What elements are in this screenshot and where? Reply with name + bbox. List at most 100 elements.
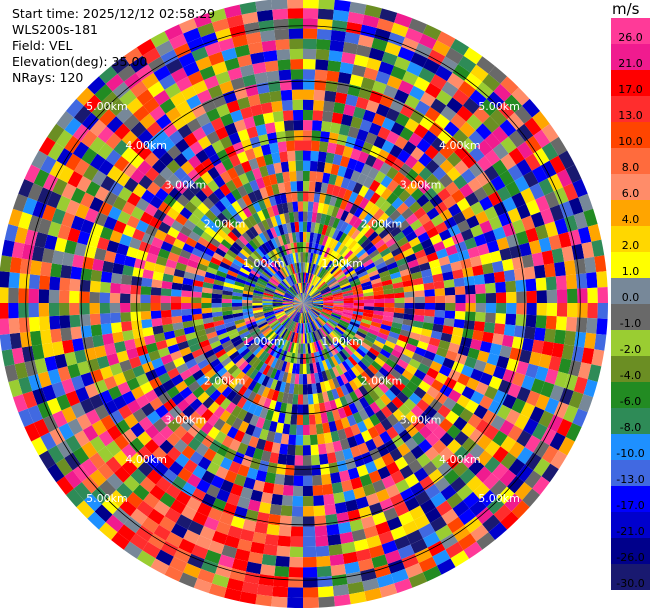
velocity-gate	[357, 34, 375, 48]
velocity-gate	[81, 441, 98, 459]
velocity-gate	[206, 484, 221, 499]
velocity-gate	[231, 367, 242, 379]
velocity-gate	[362, 577, 380, 592]
velocity-gate	[226, 577, 244, 592]
velocity-gate	[81, 147, 98, 165]
velocity-gate	[18, 317, 30, 333]
velocity-gate	[401, 369, 414, 381]
velocity-gate	[423, 245, 436, 256]
velocity-gate	[438, 255, 451, 267]
velocity-gate	[298, 211, 303, 222]
velocity-gate	[4, 224, 19, 242]
velocity-gate	[377, 126, 391, 140]
velocity-gate	[482, 181, 497, 197]
velocity-gate	[241, 303, 253, 307]
colorbar-tick-label: -2.0	[620, 343, 641, 356]
range-ring-label: 1.00km	[321, 335, 363, 348]
velocity-gate	[99, 313, 111, 325]
velocity-gate	[376, 18, 395, 33]
velocity-gate	[155, 40, 174, 57]
velocity-gate	[493, 389, 508, 405]
velocity-gate	[331, 112, 344, 124]
velocity-gate	[498, 379, 512, 394]
velocity-gate	[256, 9, 274, 22]
velocity-gate	[335, 325, 346, 333]
velocity-gate	[321, 224, 329, 236]
velocity-gate	[225, 273, 237, 282]
velocity-gate	[299, 303, 303, 313]
velocity-gate	[292, 311, 299, 322]
velocity-gate	[406, 529, 423, 545]
velocity-gate	[44, 234, 58, 251]
velocity-gate	[281, 371, 289, 383]
velocity-gate	[49, 160, 66, 179]
velocity-gate	[425, 418, 439, 433]
velocity-gate	[211, 61, 228, 76]
velocity-gate	[267, 280, 278, 288]
velocity-gate	[273, 308, 284, 313]
velocity-gate	[499, 419, 515, 436]
velocity-gate	[561, 344, 575, 361]
velocity-gate	[380, 324, 392, 332]
velocity-gate	[522, 98, 541, 118]
velocity-gate	[253, 289, 264, 295]
velocity-gate	[475, 419, 491, 435]
velocity-gate	[152, 173, 167, 188]
velocity-gate	[191, 348, 204, 359]
velocity-gate	[451, 402, 465, 417]
velocity-gate	[289, 424, 297, 435]
velocity-gate	[292, 301, 303, 303]
velocity-gate	[439, 418, 454, 433]
velocity-gate	[318, 315, 327, 324]
velocity-gate	[191, 291, 202, 298]
velocity-gate	[242, 74, 257, 87]
velocity-gate	[79, 303, 90, 315]
velocity-gate	[489, 343, 502, 356]
velocity-gate	[252, 393, 262, 406]
velocity-gate	[452, 89, 470, 106]
velocity-gate	[328, 544, 343, 556]
velocity-gate	[327, 237, 336, 249]
velocity-gate	[281, 223, 289, 235]
velocity-gate	[434, 295, 446, 303]
velocity-gate	[262, 255, 272, 266]
velocity-gate	[296, 322, 300, 334]
velocity-gate	[418, 523, 436, 539]
velocity-gate	[414, 249, 427, 260]
velocity-gate	[97, 143, 114, 160]
velocity-gate	[303, 150, 311, 161]
velocity-gate	[338, 337, 349, 347]
velocity-gate	[239, 1, 257, 15]
velocity-gate	[123, 72, 142, 90]
colorbar-bin	[611, 304, 650, 330]
velocity-gate	[159, 425, 174, 440]
velocity-gate	[401, 37, 419, 53]
velocity-gate	[312, 275, 319, 286]
velocity-gate	[191, 487, 207, 503]
velocity-gate	[369, 324, 381, 333]
velocity-gate	[182, 243, 195, 254]
velocity-gate	[342, 289, 353, 295]
velocity-gate	[363, 295, 375, 300]
velocity-gate	[380, 175, 393, 188]
velocity-gate	[191, 303, 202, 309]
velocity-gate	[281, 234, 288, 245]
velocity-gate	[425, 507, 442, 524]
velocity-gate	[207, 426, 220, 440]
velocity-gate	[506, 475, 525, 494]
velocity-gate	[386, 192, 399, 205]
velocity-gate	[121, 443, 137, 460]
velocity-gate	[315, 254, 322, 266]
velocity-gate	[270, 320, 280, 329]
velocity-gate	[282, 340, 289, 351]
velocity-gate	[255, 594, 273, 607]
velocity-gate	[501, 334, 514, 348]
velocity-gate	[234, 318, 245, 325]
velocity-gate	[274, 310, 285, 316]
velocity-gate	[520, 187, 536, 204]
velocity-gate	[459, 468, 476, 485]
velocity-gate	[286, 320, 293, 330]
velocity-gate	[257, 395, 267, 408]
velocity-gate	[266, 316, 277, 324]
velocity-gate	[299, 282, 302, 293]
